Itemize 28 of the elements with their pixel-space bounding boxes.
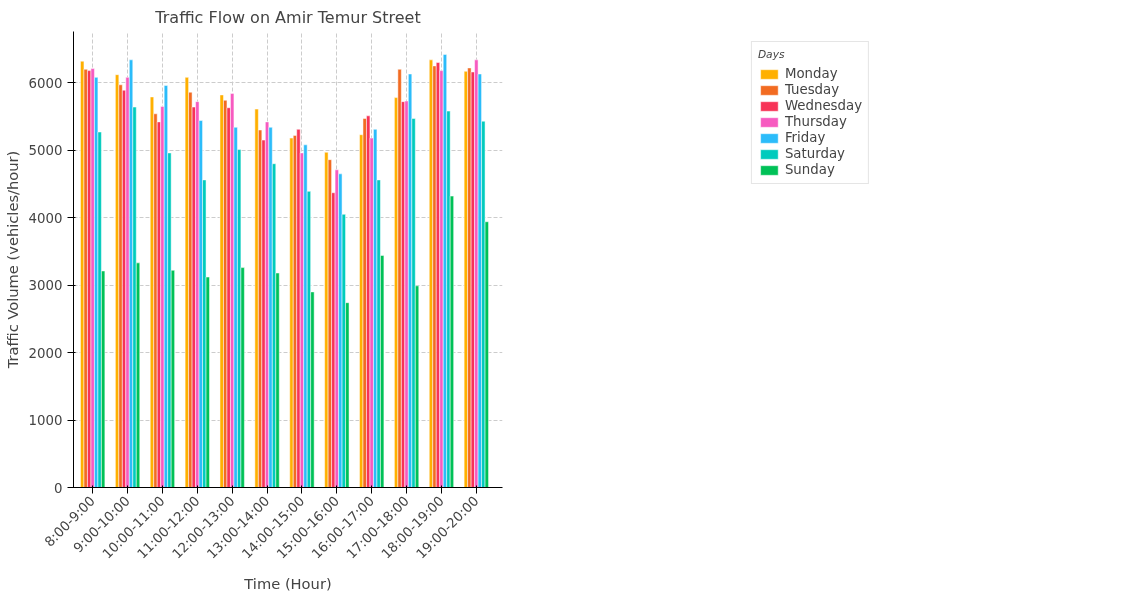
legend-label: Friday	[784, 130, 826, 145]
bar	[289, 137, 294, 488]
bar	[303, 144, 308, 488]
bar	[463, 71, 468, 488]
y-tick-label: 6000	[28, 75, 63, 91]
legend-label: Thursday	[784, 114, 847, 129]
legend-title: Days	[757, 48, 786, 61]
bar	[362, 118, 367, 488]
y-tick-label: 4000	[28, 210, 63, 226]
y-tick-label: 0	[54, 480, 63, 496]
y-tick-label: 2000	[28, 345, 63, 361]
bar	[254, 108, 259, 488]
legend-label: Tuesday	[784, 82, 840, 97]
x-axis-title: Time (Hour)	[243, 574, 332, 592]
chart-title: Traffic Flow on Amir Temur Street	[154, 7, 421, 27]
y-tick-label: 5000	[28, 143, 63, 159]
bar	[334, 169, 339, 488]
bar	[397, 69, 402, 488]
y-tick-label: 1000	[28, 413, 63, 429]
bar	[184, 77, 189, 488]
bar	[296, 129, 301, 488]
legend-label: Wednesday	[784, 98, 863, 113]
legend-label: Monday	[784, 66, 838, 81]
y-axis-title: Traffic Volume (vehicles/hour)	[3, 150, 21, 370]
bar	[219, 94, 224, 488]
legend-label: Sunday	[784, 162, 835, 177]
legend-label: Saturday	[784, 146, 845, 161]
y-tick-label: 3000	[28, 278, 63, 294]
